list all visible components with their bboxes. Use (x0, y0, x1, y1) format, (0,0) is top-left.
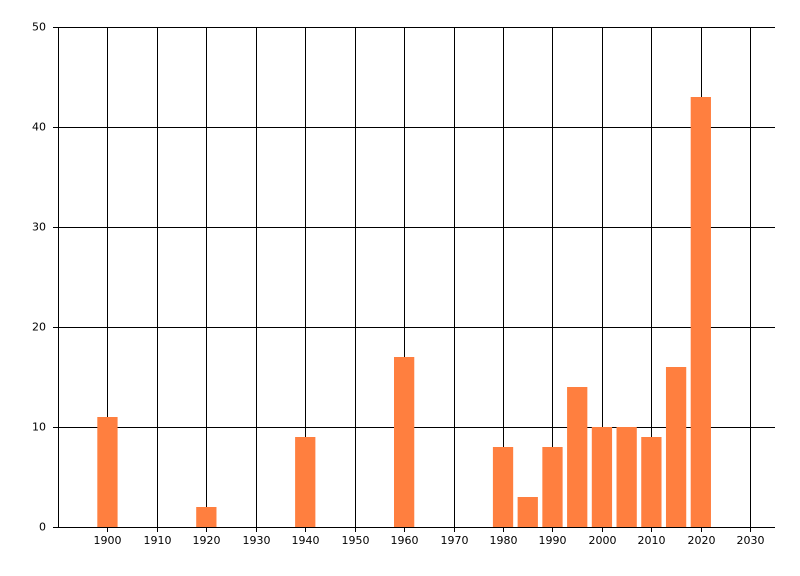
x-tick-label: 1930 (243, 534, 271, 547)
bar (196, 507, 217, 527)
y-tick-label: 30 (32, 221, 46, 234)
bar (517, 497, 538, 527)
x-tick-label: 1980 (490, 534, 518, 547)
x-tick-label: 1950 (342, 534, 370, 547)
bar (665, 367, 687, 527)
bar (542, 447, 563, 527)
bar (641, 437, 662, 527)
y-tick-label: 40 (32, 121, 46, 134)
x-tick-label: 2000 (589, 534, 617, 547)
y-tick-label: 0 (39, 521, 46, 534)
x-tick-label: 1940 (292, 534, 320, 547)
x-tick-label: 2010 (638, 534, 666, 547)
bar (567, 387, 588, 527)
x-tick-label: 1970 (441, 534, 469, 547)
bar (492, 447, 514, 527)
x-tick-label: 1920 (193, 534, 221, 547)
x-tick-label: 1910 (144, 534, 172, 547)
bar (97, 417, 118, 527)
bar (690, 97, 711, 527)
x-tick-label: 1990 (539, 534, 567, 547)
x-tick-label: 2030 (737, 534, 765, 547)
x-tick-label: 1960 (391, 534, 419, 547)
bar (394, 357, 415, 527)
y-tick-label: 50 (32, 21, 46, 34)
bar (616, 427, 637, 527)
bar (591, 427, 613, 527)
y-tick-label: 10 (32, 421, 46, 434)
x-tick-label: 2020 (688, 534, 716, 547)
x-tick-label: 1900 (94, 534, 122, 547)
bar (295, 437, 316, 527)
y-tick-label: 20 (32, 321, 46, 334)
